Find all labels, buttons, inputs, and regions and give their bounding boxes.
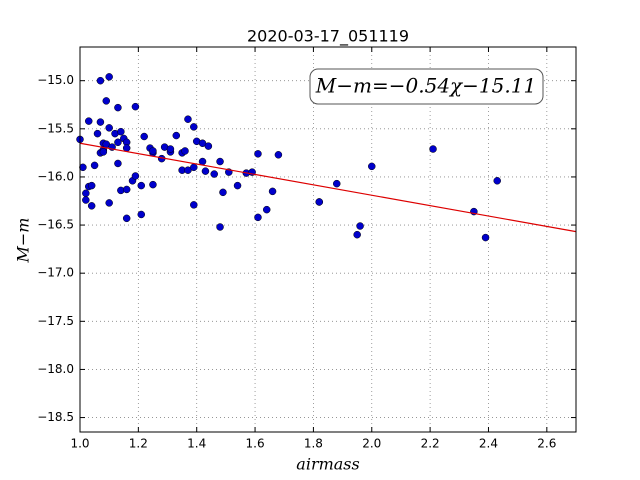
data-point [82,196,90,204]
x-tick-label: 2.6 [537,437,556,451]
data-point [204,142,213,150]
data-point [82,189,90,198]
data-point [481,233,490,242]
data-point [117,127,125,136]
x-tick-label: 2.4 [479,437,498,451]
y-tick-label: −17.0 [37,266,74,280]
data-point [190,123,198,131]
data-point [105,199,113,207]
data-point [356,222,364,230]
data-point [114,103,122,112]
data-point [114,159,122,168]
data-point [90,161,99,170]
data-point [184,115,192,123]
data-point [122,185,131,194]
y-tick-label: −16.0 [37,169,74,183]
data-point [190,163,198,172]
data-point [216,223,224,231]
data-point [353,230,361,239]
x-tick-label: 1.8 [304,437,323,451]
x-axis-label: airmass [296,455,359,474]
data-point [149,147,157,155]
data-point [102,97,111,105]
data-point [87,181,96,190]
annotation: M−m=−0.54χ−15.11 [315,74,536,98]
y-tick-label: −18.5 [37,410,74,424]
data-point [149,180,157,189]
data-point [198,157,207,166]
y-tick-label: −16.5 [37,218,74,232]
x-tick-label: 1.6 [246,437,265,451]
data-point [429,145,437,153]
data-point [105,124,113,132]
x-tick-label: 1.0 [70,437,89,451]
data-point [166,145,175,153]
data-point [99,148,108,156]
data-point [140,132,148,141]
data-point [210,170,218,178]
data-point [201,167,210,175]
data-point [315,198,323,206]
data-point [219,188,227,197]
data-point [137,181,146,190]
data-point [493,177,501,185]
data-point [131,102,140,111]
data-point [137,210,146,219]
x-tick-label: 1.2 [129,437,148,451]
data-point [254,213,262,222]
data-point [190,201,198,209]
data-point [333,179,341,188]
data-point [93,129,102,138]
data-point [85,117,93,125]
data-point [96,76,105,85]
data-point [172,131,181,140]
data-point [216,157,224,166]
x-tick-label: 2.2 [421,437,440,451]
data-point [262,205,271,214]
data-point [131,172,140,180]
x-tick-label: 1.4 [187,437,206,451]
y-tick-label: −15.0 [37,73,74,87]
data-point [122,214,131,223]
chart-title: 2020-03-17_051119 [247,27,409,47]
data-point [268,187,277,196]
axes-frame [79,46,577,433]
fit-line [79,142,577,233]
data-point [181,147,189,155]
data-point [274,151,283,159]
annotation-box [309,68,544,105]
data-point [87,202,96,210]
y-axis-label: M−m [14,218,33,264]
data-point [114,138,122,147]
data-point [96,118,105,126]
y-tick-label: −15.5 [37,121,74,135]
data-point [254,150,262,158]
data-point [105,73,113,81]
data-point [233,181,242,190]
data-point [368,162,376,171]
y-tick-label: −18.0 [37,362,74,376]
y-tick-label: −17.5 [37,314,74,328]
x-tick-label: 2.0 [362,437,381,451]
data-point [122,144,131,152]
data-point [79,163,87,172]
plot-area: 1.0 1.2 1.4 1.6 1.8 2.0 2.2 2.4 2.6 −15.0 −15.5 −16… [37,46,577,451]
